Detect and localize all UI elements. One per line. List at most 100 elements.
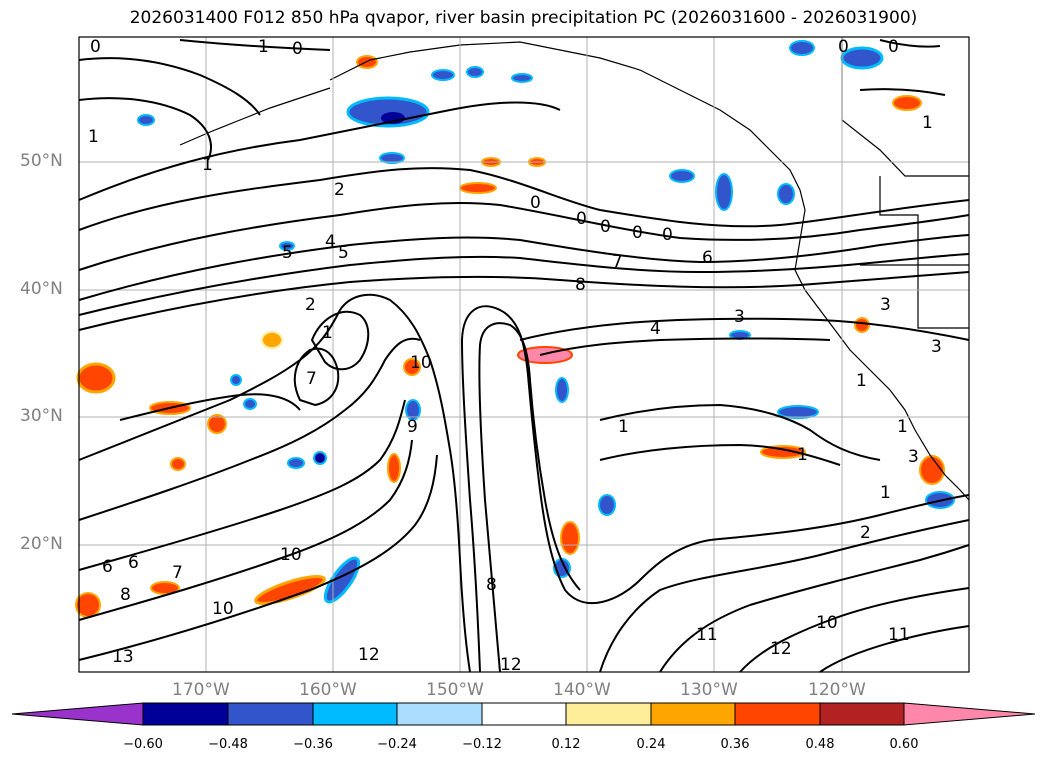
contour-label: 6	[702, 248, 713, 268]
precipitation-blobs	[75, 40, 955, 618]
contour-label: 10	[816, 613, 838, 633]
contour-line	[819, 625, 970, 673]
precip-blob	[854, 317, 870, 333]
contour-label: 0	[888, 37, 899, 57]
contour-label: 12	[500, 655, 522, 675]
contour-label: 0	[90, 37, 101, 57]
colorbar	[11, 702, 1036, 726]
contour-label: 5	[338, 243, 349, 263]
precip-blob	[777, 183, 795, 205]
contour-line	[599, 403, 881, 461]
contour-label: 3	[931, 337, 942, 357]
contour-label: 12	[358, 645, 380, 665]
precip-blob	[287, 457, 305, 469]
colorbar-tick: 0.60	[889, 737, 919, 752]
precip-blob	[379, 152, 405, 164]
lat-label: 20°N	[20, 534, 63, 554]
aleutians	[179, 87, 331, 146]
precip-blob	[323, 556, 361, 604]
contour-label: 1	[322, 323, 333, 343]
contour-label: 1	[880, 483, 891, 503]
precip-blob	[431, 69, 455, 81]
contour-label: 0	[530, 193, 541, 213]
precip-blob	[892, 95, 922, 111]
contour-label: 0	[600, 217, 611, 237]
precip-blob	[150, 581, 180, 595]
contour-label: 3	[880, 295, 891, 315]
precip-blob	[261, 331, 283, 349]
colorbar-swatch	[903, 702, 1036, 726]
contour-label: 4	[325, 232, 336, 252]
contour-line	[78, 202, 970, 271]
precip-blob	[230, 374, 242, 386]
state-lines	[860, 176, 969, 329]
contour-label: 7	[306, 369, 317, 389]
contour-label: 10	[280, 545, 302, 565]
colorbar-swatch	[650, 702, 736, 726]
precip-blob	[405, 399, 421, 421]
contour-label: 1	[856, 371, 867, 391]
contour-label: 2	[860, 523, 871, 543]
precip-blob	[555, 377, 569, 403]
contour-label: 2	[334, 180, 345, 200]
contour-label: 1	[922, 113, 933, 133]
contour-line	[78, 454, 438, 661]
contour-label: 7	[172, 563, 183, 583]
contour-label: 4	[650, 319, 661, 339]
precip-blob	[511, 73, 533, 83]
gridlines	[79, 37, 969, 672]
contour-label: 1	[897, 417, 908, 437]
contour-label: 2	[305, 295, 316, 315]
map-frame	[78, 36, 970, 673]
contour-label: 8	[486, 575, 497, 595]
contour-label: 0	[292, 39, 303, 59]
precip-blob	[669, 169, 695, 183]
contour-line	[78, 253, 970, 316]
contour-line	[78, 293, 471, 673]
contour-label: 1	[202, 155, 213, 175]
map-title: 2026031400 F012 850 hPa qvapor, river ba…	[129, 8, 918, 28]
contour-label: 9	[407, 417, 418, 437]
precip-blob	[243, 398, 257, 410]
colorbar-swatch	[481, 702, 567, 726]
contour-line	[599, 519, 970, 673]
precip-blob	[207, 414, 227, 434]
precip-blob	[715, 173, 733, 211]
precip-blob	[254, 575, 326, 605]
contour-label: 1	[618, 417, 629, 437]
lon-label: 160°W	[299, 680, 357, 700]
colorbar-swatch	[819, 702, 905, 726]
contour-line	[879, 39, 941, 48]
colorbar-tick: 0.12	[551, 737, 581, 752]
precip-blob	[313, 451, 327, 465]
contour-line	[539, 337, 831, 356]
contour-line	[78, 439, 413, 621]
lat-label: 30°N	[20, 406, 63, 426]
contour-line	[78, 271, 970, 331]
contour-line	[78, 97, 212, 161]
contour-label: 3	[734, 307, 745, 327]
precip-blob	[777, 405, 819, 419]
lat-label: 50°N	[20, 151, 63, 171]
contour-label: 10	[212, 599, 234, 619]
contour-label: 11	[888, 625, 910, 645]
contour-line	[179, 39, 331, 51]
lon-label: 150°W	[426, 680, 484, 700]
colorbar-tick: 0.36	[720, 737, 750, 752]
colorbar-tick: 0.48	[805, 737, 835, 752]
contour-label: 8	[120, 585, 131, 605]
colorbar-swatch	[734, 702, 821, 726]
lon-label: 170°W	[172, 680, 230, 700]
contour-label: 6	[102, 557, 113, 577]
contour-label: 1	[88, 127, 99, 147]
contour-label: 12	[770, 639, 792, 659]
qvapor-contours	[78, 39, 970, 673]
lat-label: 40°N	[20, 279, 63, 299]
precip-blob	[760, 445, 806, 459]
contour-label: 10	[410, 353, 432, 373]
contour-line	[119, 393, 301, 421]
contour-label: 7	[612, 252, 623, 272]
precip-blob	[560, 521, 580, 555]
colorbar-tick: −0.48	[208, 737, 248, 752]
contour-label: 1	[258, 37, 269, 57]
